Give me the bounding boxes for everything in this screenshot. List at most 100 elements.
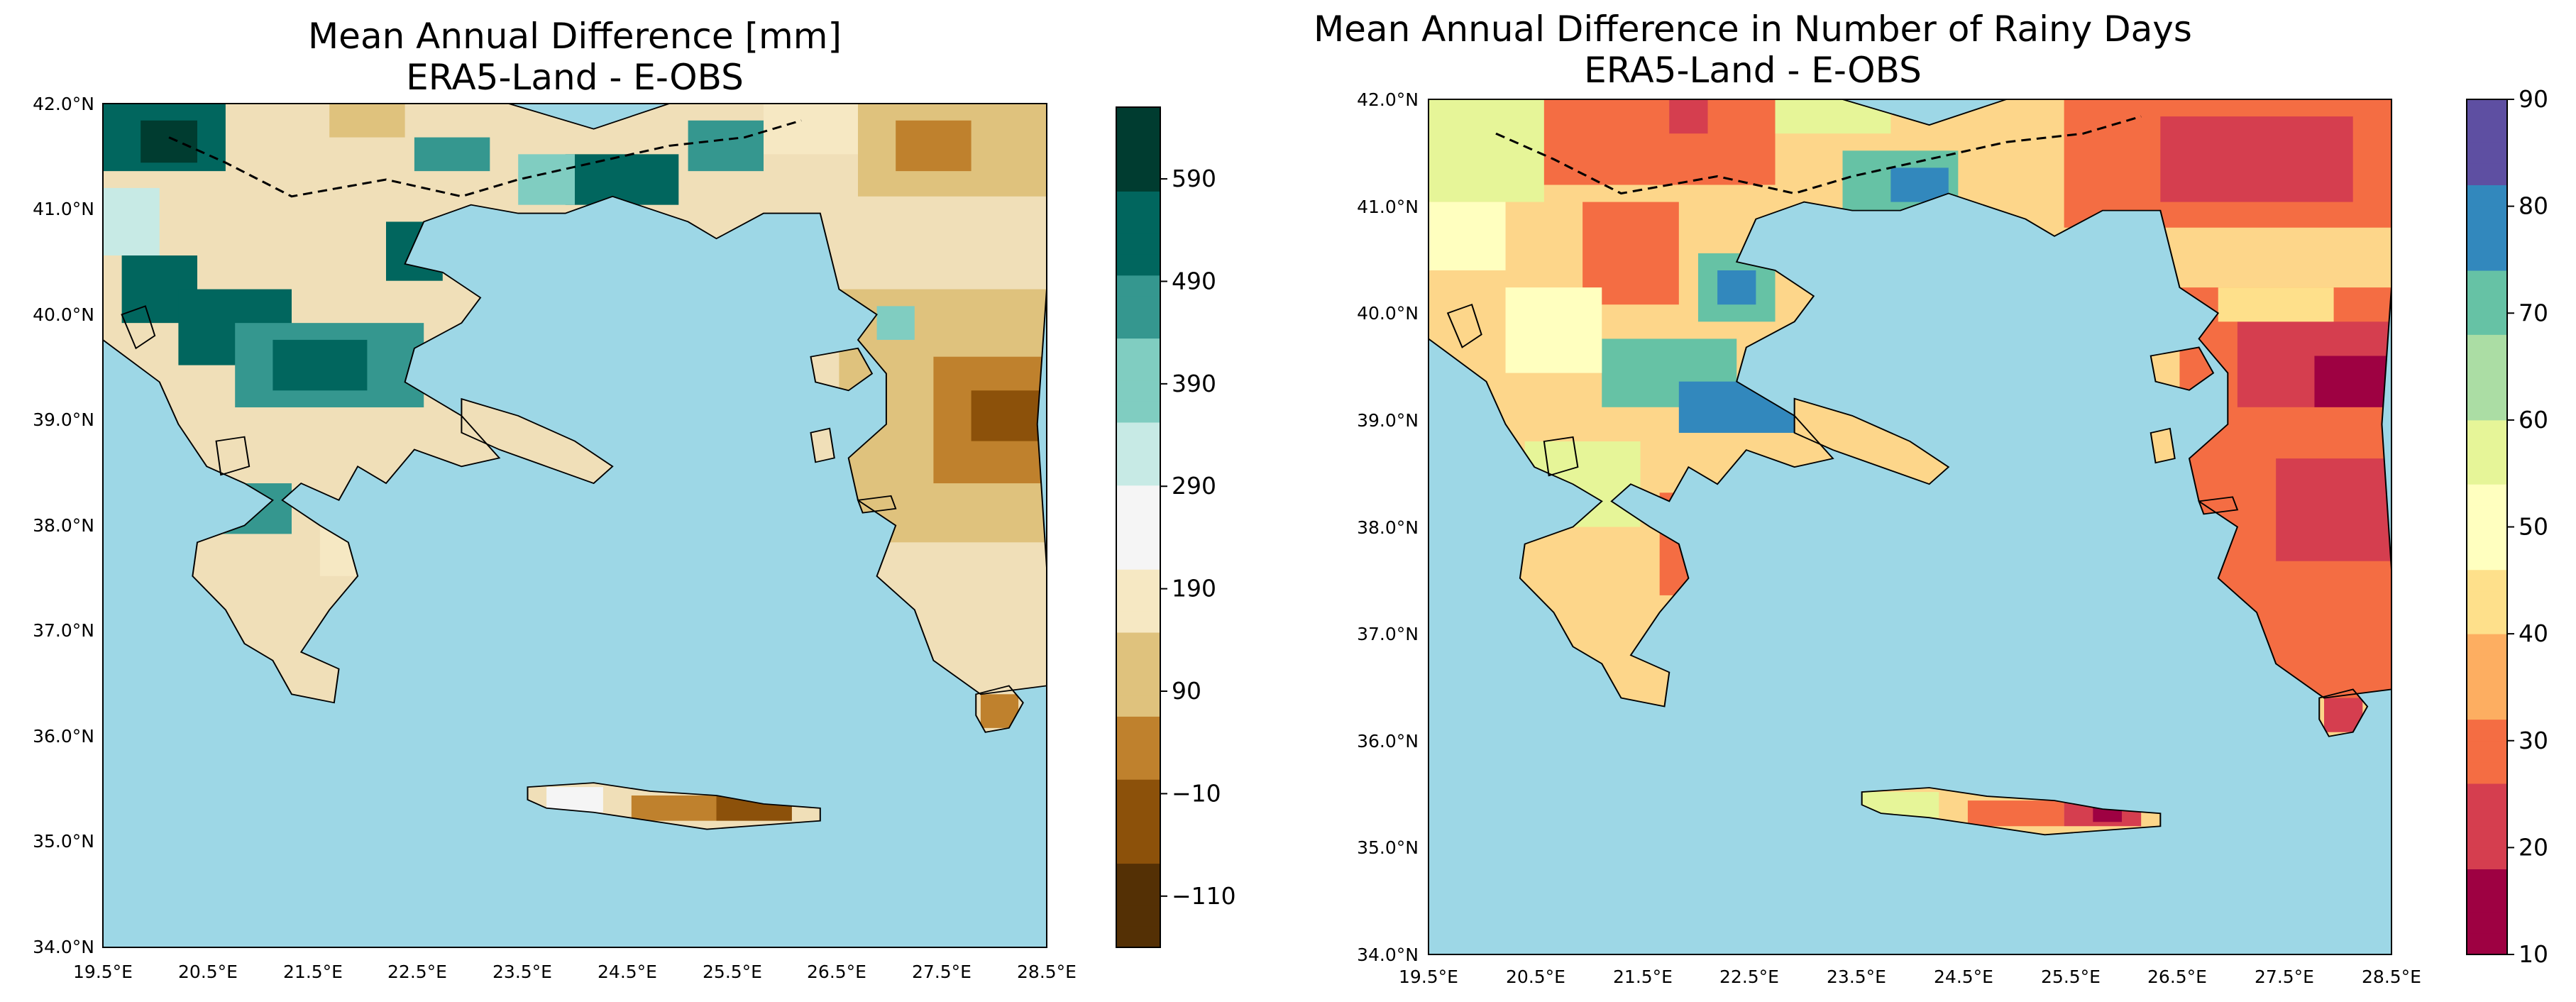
left-colorbar-band <box>1116 695 1160 717</box>
right-colorbar-band <box>2467 634 2507 656</box>
right-colorbar-band <box>2467 313 2507 335</box>
left-y-axis: 42.0°N 41.0°N 40.0°N 39.0°N 38.0°N 37.0°… <box>33 94 94 957</box>
right-y-tick-label: 37.0°N <box>1357 624 1419 644</box>
left-colorbar-band <box>1116 905 1160 927</box>
right-y-axis: 42.0°N 41.0°N 40.0°N 39.0°N 38.0°N 37.0°… <box>1357 89 1419 965</box>
right-colorbar-label: 90 <box>2519 85 2548 113</box>
left-border-line <box>168 119 802 198</box>
left-colorbar-band <box>1116 149 1160 171</box>
right-colorbar-label: 40 <box>2519 620 2548 647</box>
left-colorbar-band <box>1116 359 1160 381</box>
left-x-tick-label: 26.5°E <box>807 962 866 982</box>
left-colorbar-band <box>1116 842 1160 864</box>
right-colorbar-band <box>2467 932 2507 955</box>
right-colorbar-band <box>2467 292 2507 314</box>
right-colorbar-band <box>2467 590 2507 613</box>
right-colorbar-band <box>2467 826 2507 848</box>
right-y-tick-label: 36.0°N <box>1357 731 1419 752</box>
right-colorbar-band <box>2467 419 2507 442</box>
right-y-tick-label: 35.0°N <box>1357 837 1419 858</box>
right-title-line2: ERA5-Land - E-OBS <box>1584 50 1922 91</box>
right-colorbar-band <box>2467 248 2507 271</box>
left-y-tick-label: 34.0°N <box>33 937 94 957</box>
right-colorbar-fill <box>2467 99 2507 955</box>
left-y-tick-label: 39.0°N <box>33 409 94 430</box>
right-x-tick-label: 20.5°E <box>1506 967 1565 987</box>
left-colorbar-label: 190 <box>1172 575 1216 602</box>
left-x-tick-label: 20.5°E <box>178 962 238 982</box>
right-colorbar-band <box>2467 142 2507 164</box>
right-x-tick-label: 24.5°E <box>1934 967 1993 987</box>
right-x-tick-label: 26.5°E <box>2147 967 2207 987</box>
right-colorbar-band <box>2467 227 2507 250</box>
right-map-title: Mean Annual Difference in Number of Rain… <box>1221 9 2285 91</box>
left-colorbar-label: −10 <box>1172 779 1221 807</box>
left-colorbar-band <box>1116 422 1160 444</box>
right-colorbar-label: 60 <box>2519 406 2548 434</box>
left-y-tick-label: 40.0°N <box>33 304 94 325</box>
left-title-line2: ERA5-Land - E-OBS <box>406 57 744 98</box>
left-colorbar-band <box>1116 233 1160 255</box>
right-colorbar-band <box>2467 185 2507 207</box>
right-colorbar-band <box>2467 698 2507 720</box>
right-colorbar-label: 10 <box>2519 940 2548 968</box>
right-title-line1: Mean Annual Difference in Number of Rain… <box>1314 9 2192 50</box>
right-colorbar-band <box>2467 484 2507 506</box>
left-colorbar-band <box>1116 569 1160 591</box>
left-colorbar: 590 490 390 290 190 90 −10 −110 <box>1116 106 1236 948</box>
left-colorbar-band <box>1116 611 1160 633</box>
right-colorbar-band <box>2467 740 2507 763</box>
right-colorbar-band <box>2467 655 2507 677</box>
left-colorbar-band <box>1116 800 1160 822</box>
left-x-tick-label: 25.5°E <box>703 962 762 982</box>
left-colorbar-band <box>1116 821 1160 843</box>
left-colorbar-band <box>1116 716 1160 738</box>
left-colorbar-band <box>1116 485 1160 507</box>
left-colorbar-band <box>1116 926 1160 948</box>
left-x-tick-label: 21.5°E <box>283 962 343 982</box>
left-x-tick-label: 22.5°E <box>387 962 447 982</box>
left-y-tick-label: 35.0°N <box>33 831 94 852</box>
right-border-line <box>1495 115 2142 195</box>
right-colorbar-band <box>2467 270 2507 292</box>
right-y-tick-label: 42.0°N <box>1357 89 1419 110</box>
right-colorbar-band <box>2467 377 2507 400</box>
right-x-tick-label: 27.5°E <box>2255 967 2314 987</box>
right-colorbar-band <box>2467 761 2507 784</box>
left-colorbar-band <box>1116 863 1160 885</box>
left-colorbar-label: 290 <box>1172 472 1216 500</box>
right-colorbar-band <box>2467 334 2507 356</box>
left-x-tick-label: 28.5°E <box>1017 962 1077 982</box>
right-y-tick-label: 39.0°N <box>1357 410 1419 431</box>
left-map <box>102 103 1047 948</box>
left-colorbar-fill <box>1116 107 1160 948</box>
left-colorbar-band <box>1116 884 1160 906</box>
right-colorbar-band <box>2467 121 2507 143</box>
right-x-tick-label: 22.5°E <box>1719 967 1779 987</box>
left-colorbar-band <box>1116 527 1160 549</box>
left-colorbar-band <box>1116 401 1160 423</box>
left-colorbar-band <box>1116 107 1160 129</box>
right-colorbar-band <box>2467 527 2507 549</box>
right-colorbar-band <box>2467 911 2507 934</box>
left-colorbar-band <box>1116 548 1160 570</box>
right-colorbar-band <box>2467 869 2507 891</box>
left-x-tick-label: 27.5°E <box>912 962 971 982</box>
right-colorbar-band <box>2467 441 2507 463</box>
right-colorbar-band <box>2467 356 2507 378</box>
left-colorbar-band <box>1116 128 1160 150</box>
left-colorbar-band <box>1116 443 1160 465</box>
left-colorbar-band <box>1116 254 1160 276</box>
left-colorbar-band <box>1116 170 1160 192</box>
right-colorbar-label: 50 <box>2519 513 2548 541</box>
right-colorbar-band <box>2467 505 2507 527</box>
left-colorbar-band <box>1116 506 1160 528</box>
right-colorbar-band <box>2467 99 2507 121</box>
left-colorbar-band <box>1116 632 1160 654</box>
right-y-tick-label: 34.0°N <box>1357 945 1419 965</box>
left-title-line1: Mean Annual Difference [mm] <box>308 16 842 57</box>
left-map-title: Mean Annual Difference [mm] ERA5-Land - … <box>106 16 1043 98</box>
left-y-tick-label: 36.0°N <box>33 726 94 747</box>
right-x-tick-label: 21.5°E <box>1613 967 1673 987</box>
left-x-tick-label: 23.5°E <box>492 962 552 982</box>
